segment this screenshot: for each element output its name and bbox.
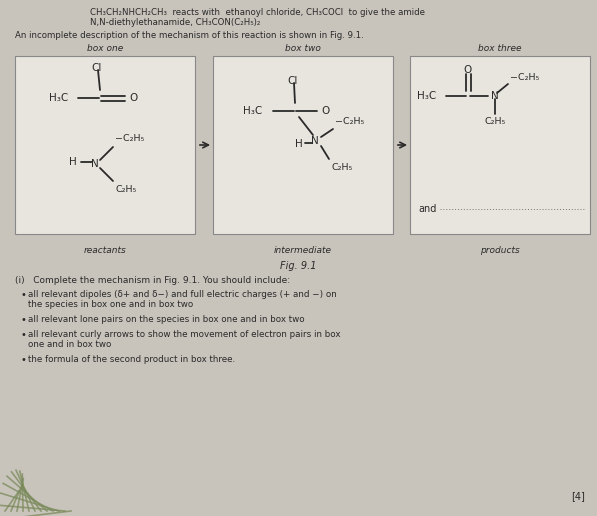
Text: An incomplete description of the mechanism of this reaction is shown in Fig. 9.1: An incomplete description of the mechani… — [15, 31, 364, 40]
FancyBboxPatch shape — [213, 56, 393, 234]
FancyBboxPatch shape — [410, 56, 590, 234]
Text: box one: box one — [87, 44, 123, 53]
Text: O: O — [464, 65, 472, 75]
Text: C₂H₅: C₂H₅ — [115, 185, 136, 194]
Text: products: products — [480, 246, 520, 255]
Text: CH₃CH₂NHCH₂CH₃  reacts with  ethanoyl chloride, CH₃COCl  to give the amide: CH₃CH₂NHCH₂CH₃ reacts with ethanoyl chlo… — [90, 8, 425, 17]
Text: O: O — [129, 93, 137, 103]
Text: all relevant curly arrows to show the movement of electron pairs in box: all relevant curly arrows to show the mo… — [28, 330, 340, 339]
Text: C₂H₅: C₂H₅ — [484, 117, 506, 126]
Text: intermediate: intermediate — [274, 246, 332, 255]
Text: reactants: reactants — [84, 246, 127, 255]
Text: •: • — [20, 315, 26, 325]
FancyBboxPatch shape — [15, 56, 195, 234]
Text: H₃C: H₃C — [49, 93, 68, 103]
Text: N: N — [311, 136, 319, 146]
Text: •: • — [20, 330, 26, 340]
Text: H₃C: H₃C — [243, 106, 262, 116]
Text: −C₂H₅: −C₂H₅ — [115, 134, 144, 143]
Text: box three: box three — [478, 44, 522, 53]
Text: −C₂H₅: −C₂H₅ — [510, 73, 539, 82]
Text: one and in box two: one and in box two — [28, 340, 112, 349]
Text: box two: box two — [285, 44, 321, 53]
Text: −C₂H₅: −C₂H₅ — [335, 117, 364, 126]
Text: C₂H₅: C₂H₅ — [331, 163, 352, 172]
Text: H: H — [69, 157, 77, 167]
Text: N: N — [491, 91, 498, 101]
Text: Fig. 9.1: Fig. 9.1 — [280, 261, 316, 271]
Text: N,N-diethylethanamide, CH₃CON(C₂H₅)₂: N,N-diethylethanamide, CH₃CON(C₂H₅)₂ — [90, 18, 260, 27]
Text: H₃C: H₃C — [417, 91, 436, 101]
Text: (i)   Complete the mechanism in Fig. 9.1. You should include:: (i) Complete the mechanism in Fig. 9.1. … — [15, 276, 290, 285]
Text: H: H — [296, 139, 303, 149]
Text: and: and — [418, 204, 436, 214]
Text: the formula of the second product in box three.: the formula of the second product in box… — [28, 355, 235, 364]
Text: all relevant dipoles (δ+ and δ−) and full electric charges (+ and −) on: all relevant dipoles (δ+ and δ−) and ful… — [28, 290, 337, 299]
Text: all relevant lone pairs on the species in box one and in box two: all relevant lone pairs on the species i… — [28, 315, 304, 324]
Text: •: • — [20, 355, 26, 365]
Text: Cl: Cl — [92, 63, 102, 73]
Text: Cl: Cl — [288, 76, 298, 86]
Text: the species in box one and in box two: the species in box one and in box two — [28, 300, 193, 309]
Text: O: O — [321, 106, 330, 116]
Text: •: • — [20, 290, 26, 300]
Text: [4]: [4] — [571, 491, 585, 501]
Text: N: N — [91, 159, 99, 169]
